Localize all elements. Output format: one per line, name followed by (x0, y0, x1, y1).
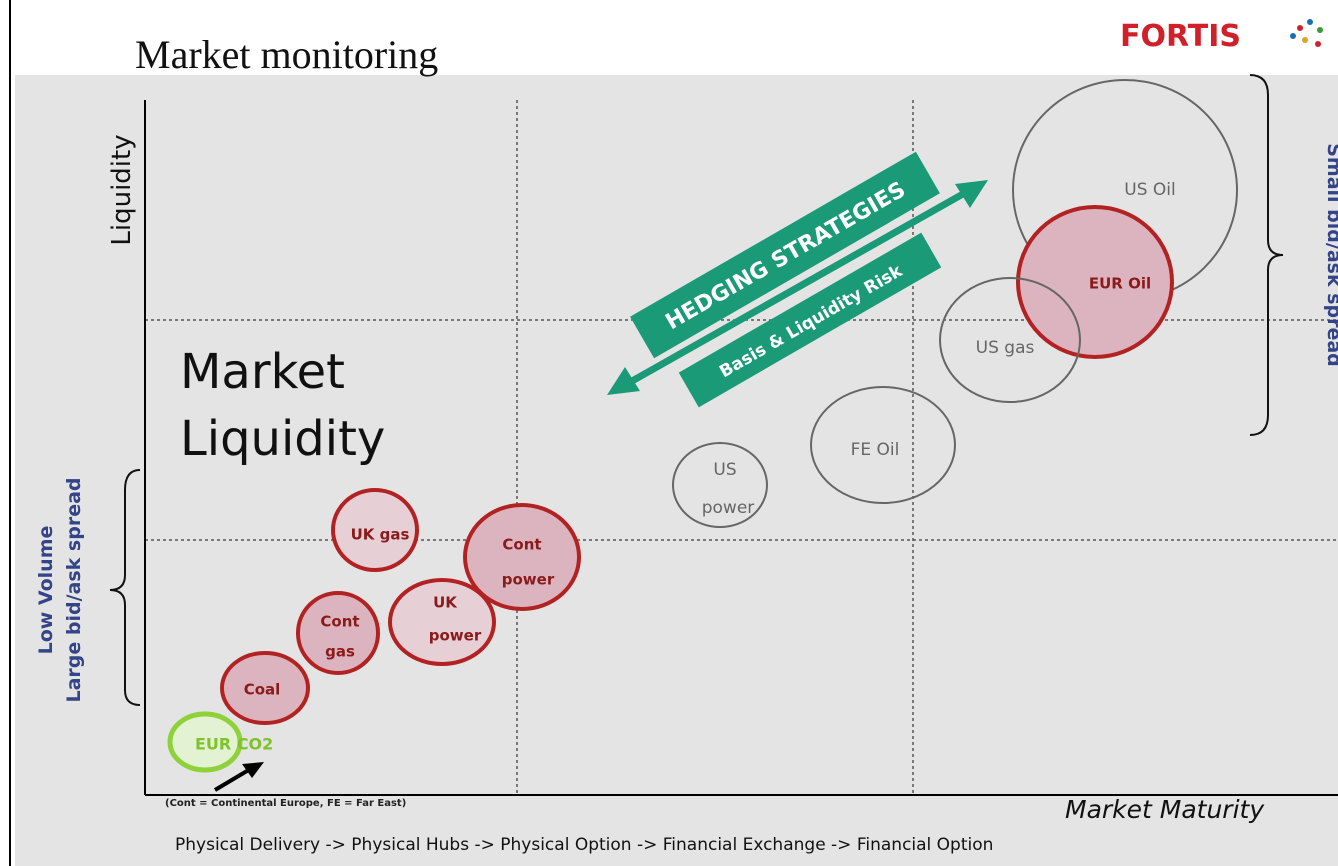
bubble-label: FE Oil (851, 440, 900, 460)
left-bracket-label: Low Volume (35, 526, 57, 655)
logo: FORTIS (1120, 19, 1241, 54)
bubble-label: Cont (320, 613, 359, 631)
pointer-arrow (213, 762, 264, 792)
bubble-label: power (702, 498, 755, 518)
logo-area (1105, 0, 1338, 75)
progression: Physical Delivery -> Physical Hubs -> Ph… (175, 835, 993, 855)
bubble (810, 386, 956, 504)
bubble-label: Coal (244, 681, 281, 699)
bubble (1016, 205, 1174, 359)
bubble-label: EUR CO2 (195, 735, 273, 754)
y-axis-label: Liquidity (107, 134, 137, 245)
region-label: Market (180, 344, 345, 400)
bubble-label: US (713, 460, 736, 480)
bubble-label: US Oil (1124, 180, 1175, 200)
bubble-label: US gas (976, 338, 1035, 358)
title: Market monitoring (135, 32, 438, 77)
bubble (296, 591, 380, 675)
left-bracket (109, 469, 141, 706)
bubble-label: UK (433, 594, 458, 612)
bubble (939, 277, 1081, 403)
bubble-label: UK gas (351, 526, 410, 544)
bubble-label: Cont (502, 536, 541, 554)
right-bracket (1249, 74, 1284, 436)
bubble (463, 503, 581, 611)
bubbles (167, 79, 1238, 773)
bubble (220, 651, 310, 725)
bubble (167, 711, 243, 773)
bubble (388, 578, 496, 666)
bubble-label: power (429, 627, 482, 645)
region-label: Liquidity (180, 411, 385, 467)
bubble-label: power (502, 571, 555, 589)
x-axis-label: Market Maturity (1065, 795, 1265, 824)
footnote: (Cont = Continental Europe, FE = Far Eas… (165, 798, 406, 809)
bubble (672, 442, 768, 528)
right-bracket-label: Small bid/ask spread (1323, 143, 1338, 367)
bubble-label: EUR Oil (1089, 275, 1151, 293)
arrow (607, 180, 988, 395)
bubble-label: gas (325, 643, 355, 661)
bubble (331, 488, 419, 572)
logo-mark (1290, 19, 1323, 47)
left-bracket-label: Large bid/ask spread (63, 477, 85, 702)
